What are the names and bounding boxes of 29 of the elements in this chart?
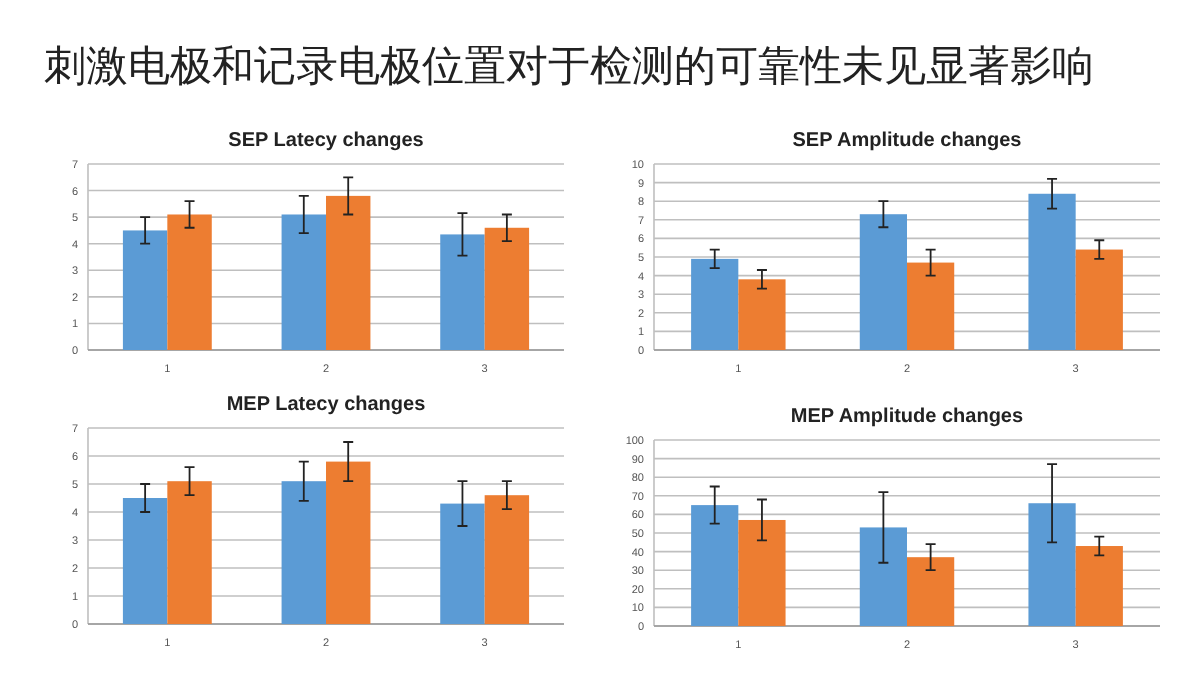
bar [1028, 193, 1076, 350]
bar [907, 557, 955, 626]
bar [859, 527, 907, 626]
bar [122, 498, 168, 624]
bar [859, 214, 907, 350]
bar [167, 481, 212, 624]
bar [440, 503, 485, 624]
bar [1028, 503, 1076, 626]
chart-title: MEP Amplitude changes [790, 406, 1024, 428]
bar [484, 227, 530, 350]
bar [907, 262, 955, 350]
text: 刺激电极和记录电极位置对于检测的可靠性未见显著影响 [44, 44, 1094, 90]
chart-title: SEP Latecy changes [228, 130, 425, 152]
bar [691, 505, 739, 626]
bar [738, 279, 786, 350]
bar [326, 195, 371, 350]
bar [440, 234, 485, 350]
bar [738, 519, 786, 626]
chart-title: SEP Amplitude changes [792, 130, 1023, 152]
bar [281, 481, 326, 624]
bar [281, 214, 326, 350]
bar [1075, 249, 1123, 350]
bar [326, 461, 371, 624]
chart-title: MEP Latecy changes [226, 394, 427, 416]
bar [1075, 546, 1123, 626]
bar [122, 230, 168, 350]
bar [484, 495, 530, 624]
bar [691, 258, 739, 350]
bar [167, 214, 212, 350]
